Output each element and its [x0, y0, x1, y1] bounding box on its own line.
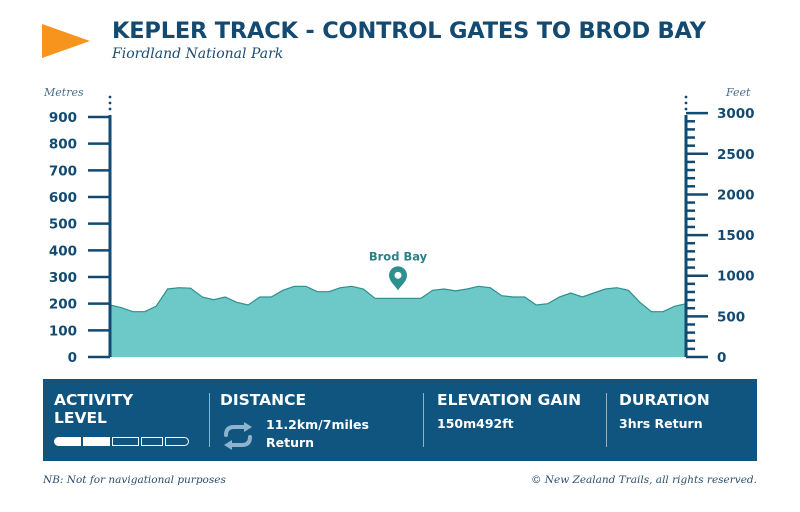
left-axis-dot: [108, 101, 112, 105]
left-tick-label: 400: [49, 243, 77, 259]
right-axis-unit: Feet: [726, 86, 751, 99]
right-tick-label: 2500: [717, 147, 755, 163]
left-axis-unit: Metres: [44, 86, 84, 99]
distance-title: DISTANCE: [220, 391, 307, 409]
left-tick-label: 800: [49, 137, 77, 153]
right-tick-label: 1500: [717, 228, 755, 244]
footer-copyright: © New Zealand Trails, all rights reserve…: [530, 474, 757, 486]
divider: [423, 393, 424, 447]
left-axis-dot: [108, 107, 112, 111]
right-tick-label: 500: [717, 309, 745, 325]
right-axis-dot: [684, 101, 688, 105]
elevation-line: [109, 285, 687, 313]
distance-section: DISTANCE 11.2km/7miles Return: [210, 379, 422, 461]
location-pin-dot: [394, 271, 402, 279]
left-tick-label: 0: [68, 350, 77, 366]
trail-info-panel: ACTIVITY LEVEL DISTANCE 11.2km/7miles Re…: [43, 379, 757, 461]
duration-value: 3hrs Return: [619, 416, 703, 431]
elevation-area: [110, 286, 686, 357]
duration-title: DURATION: [619, 391, 710, 409]
level-bar-empty: [141, 437, 163, 446]
level-bar-filled: [83, 437, 110, 446]
elevation-title: ELEVATION GAIN: [437, 391, 582, 409]
left-axis-dot: [108, 95, 112, 99]
right-axis-dot: [684, 107, 688, 111]
right-tick-label: 3000: [717, 106, 755, 122]
activity-title: ACTIVITY: [54, 391, 134, 409]
footer-disclaimer: NB: Not for navigational purposes: [43, 474, 226, 486]
left-tick-label: 100: [49, 323, 77, 339]
level-bar-empty: [165, 437, 189, 446]
distance-return: Return: [266, 435, 315, 450]
divider: [209, 393, 210, 447]
page-subtitle: Fiordland National Park: [112, 46, 284, 62]
orange-flag-icon: [42, 24, 90, 58]
level-bar-empty: [112, 437, 139, 446]
left-tick-label: 600: [49, 190, 77, 206]
page-title: KEPLER TRACK - CONTROL GATES TO BROD BAY: [112, 18, 706, 44]
right-axis-dot: [684, 95, 688, 99]
activity-section: ACTIVITY LEVEL: [43, 379, 208, 461]
left-tick-label: 500: [49, 217, 77, 233]
elevation-chart: 0 100 200 300 400 500 600 700 800 900 0 500 1000 1500…: [49, 95, 755, 366]
left-tick-label: 300: [49, 270, 77, 286]
elevation-value: 150m492ft: [437, 416, 514, 431]
level-title: LEVEL: [54, 409, 107, 427]
left-tick-label: 700: [49, 163, 77, 179]
elevation-section: ELEVATION GAIN 150m492ft: [424, 379, 606, 461]
duration-section: DURATION 3hrs Return: [607, 379, 757, 461]
right-tick-label: 2000: [717, 187, 755, 203]
right-tick-label: 1000: [717, 269, 755, 285]
left-tick-label: 200: [49, 297, 77, 313]
level-bar-filled: [54, 437, 81, 446]
right-tick-label: 0: [717, 350, 726, 366]
left-tick-label: 900: [49, 110, 77, 126]
loop-arrows-icon: [224, 422, 252, 450]
marker-label: Brod Bay: [369, 249, 428, 263]
divider: [606, 393, 607, 447]
distance-value: 11.2km/7miles: [266, 417, 369, 432]
